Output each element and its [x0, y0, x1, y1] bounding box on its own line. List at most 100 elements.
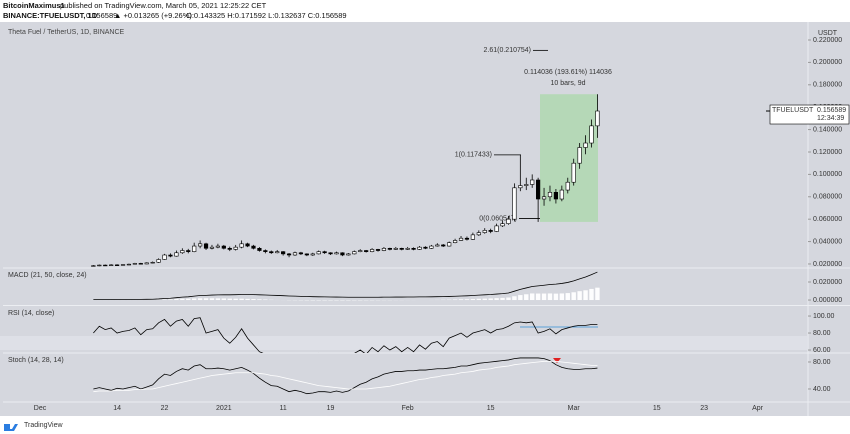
candles — [91, 94, 600, 267]
histogram-bar — [506, 297, 511, 301]
measure-label: 0.114036 (193.61%) 114036 — [524, 69, 612, 76]
candle-body — [245, 243, 250, 247]
indicator-line — [93, 317, 598, 353]
measure-bars: 10 bars, 9d — [550, 80, 585, 87]
candle-body — [571, 162, 576, 183]
panel-plot — [93, 317, 598, 353]
candle-body — [340, 252, 345, 256]
candle-body — [423, 246, 428, 249]
candle-body — [275, 251, 280, 254]
histogram-bar — [174, 299, 179, 301]
candle-body — [352, 251, 357, 255]
histogram-bar — [191, 298, 197, 301]
candle-body — [227, 247, 232, 250]
panel-tick-label: 100.00 — [813, 313, 835, 320]
histogram-bar — [346, 300, 351, 301]
y-tick-label: 0.080000 — [813, 194, 842, 201]
candle-body — [120, 264, 126, 266]
candle-body — [364, 250, 369, 252]
histogram-bar — [470, 299, 476, 301]
candle-body — [393, 247, 398, 250]
histogram-bar — [239, 298, 244, 301]
histogram-bar — [524, 294, 529, 301]
candle-body — [186, 250, 191, 252]
price-tag-countdown: 12:34:39 — [817, 115, 844, 122]
histogram-bar — [541, 293, 547, 301]
panel-tick-label: 80.00 — [813, 359, 831, 366]
y-tick-label: 0.040000 — [813, 238, 842, 245]
histogram-bar — [476, 298, 482, 301]
candle-body — [281, 251, 286, 255]
histogram-bar — [221, 298, 227, 301]
indicator-line — [93, 357, 598, 395]
signal-marker — [553, 358, 561, 363]
fib-label: 0(0.060547) — [479, 215, 517, 222]
histogram-bar — [535, 293, 541, 301]
candle-body — [257, 247, 262, 251]
candle-body — [126, 263, 132, 266]
candle-body — [470, 234, 475, 240]
candle-body — [464, 237, 470, 240]
candle-body — [114, 264, 120, 266]
histogram-bar — [245, 298, 250, 301]
candle-body — [577, 147, 582, 164]
candle-body — [192, 245, 197, 252]
price-tag-name: TFUELUSDT — [772, 107, 814, 114]
y-tick-label: 0.100000 — [813, 171, 842, 178]
x-tick-label: Feb — [402, 405, 414, 412]
x-tick-label: Mar — [568, 405, 581, 412]
candle-body — [328, 252, 333, 255]
panel-tick-label: 40.00 — [813, 386, 831, 393]
histogram-bar — [518, 295, 523, 301]
y-unit: USDT — [818, 30, 838, 37]
histogram-bar — [559, 293, 565, 301]
candle-body — [589, 125, 594, 144]
histogram-bar — [186, 298, 191, 301]
x-tick-label: 19 — [327, 405, 335, 412]
candle-body — [435, 244, 440, 247]
candle-body — [138, 263, 143, 265]
footer-bg — [0, 416, 850, 434]
candle-body — [553, 192, 559, 200]
candle-body — [583, 142, 588, 148]
candle-body — [156, 259, 161, 263]
candle-body — [441, 244, 446, 247]
footer-brand: TradingView — [24, 422, 63, 429]
histogram-bar — [458, 299, 464, 301]
published: published on TradingView.com, March 05, … — [60, 1, 267, 10]
histogram-bar — [488, 298, 493, 301]
candle-body — [512, 187, 517, 220]
histogram-bar — [162, 299, 167, 301]
candle-body — [162, 254, 167, 260]
histogram-bar — [565, 293, 570, 301]
x-tick-label: Apr — [752, 405, 764, 412]
histogram-bar — [547, 293, 553, 301]
x-tick-label: Dec — [34, 405, 47, 412]
panel-plot — [91, 271, 600, 301]
candle-body — [565, 181, 570, 191]
candle-body — [500, 223, 505, 227]
candle-body — [536, 179, 541, 200]
candle-body — [405, 247, 410, 250]
histogram-bar — [316, 300, 321, 301]
histogram-bar — [203, 298, 209, 301]
candle-body — [482, 230, 487, 233]
histogram-bar — [553, 293, 559, 301]
measure-group — [540, 94, 598, 222]
candle-body — [174, 252, 179, 257]
panel-tick-label: 60.00 — [813, 347, 831, 354]
indicator-line — [93, 271, 598, 300]
symbol: BINANCE:TFUELUSDT, 1D — [3, 11, 98, 20]
measure-box — [540, 94, 598, 222]
candle-body — [269, 251, 274, 254]
candle-body — [263, 250, 268, 252]
panel-title: MACD (21, 50, close, 24) — [8, 272, 87, 279]
panel-tick-label: 0.000000 — [813, 297, 842, 304]
panel-tick-label: 0.020000 — [813, 279, 842, 286]
histogram-bar — [304, 300, 310, 301]
price: 0.156589 — [86, 11, 117, 20]
histogram-bar — [263, 299, 268, 301]
candle-body — [488, 230, 493, 232]
candle-body — [103, 264, 108, 267]
